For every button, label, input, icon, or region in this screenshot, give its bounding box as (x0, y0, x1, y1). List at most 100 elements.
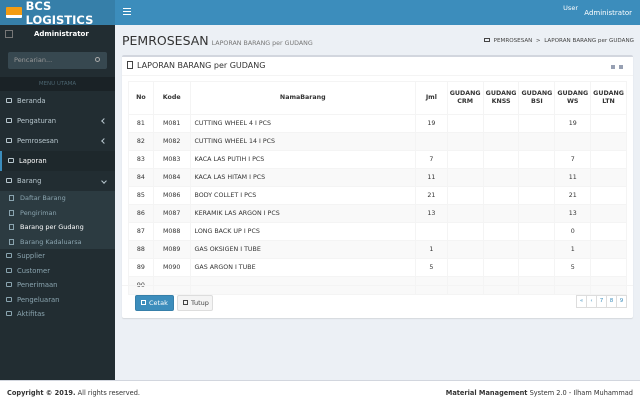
table-cell: 89 (128, 258, 154, 277)
submenu-item[interactable]: Pengiriman (0, 206, 115, 221)
menu-item[interactable]: Beranda (0, 91, 115, 111)
table-cell (446, 132, 484, 151)
table-cell (446, 168, 484, 187)
box-header: LAPORAN BARANG per GUDANG (122, 57, 633, 76)
table-cell: 7 (415, 150, 448, 169)
table-cell: 13 (554, 204, 592, 223)
table-cell: M086 (152, 186, 191, 205)
table-cell: 5 (554, 258, 592, 277)
breadcrumb-item[interactable]: PEMROSESAN (493, 38, 533, 44)
table-cell (518, 204, 556, 223)
table-cell (446, 186, 484, 205)
table-cell: KACA LAS PUTIH I PCS (189, 150, 417, 169)
search-icon (95, 57, 100, 62)
table-cell: 13 (415, 204, 448, 223)
menu-item[interactable]: Laporan (0, 151, 115, 171)
table-cell (590, 258, 627, 277)
menu-item[interactable]: Supplier (0, 249, 115, 264)
submenu-icon (9, 195, 14, 201)
column-header: NamaBarang (189, 81, 417, 115)
menu-label: Beranda (17, 97, 46, 105)
print-tool[interactable] (611, 65, 615, 69)
table-row: 85 M086 BODY COLLET I PCS 21 21 (128, 186, 627, 205)
menu-icon (6, 98, 12, 103)
remove-tool[interactable] (619, 65, 623, 69)
menu-header: MENU UTAMA (0, 77, 115, 91)
footer: Copyright © 2019. All rights reserved. M… (0, 380, 640, 406)
table-cell (482, 114, 520, 133)
table-cell (518, 222, 556, 241)
menu-item[interactable]: Penerimaan (0, 278, 115, 293)
column-header: GUDANG BSI (518, 81, 556, 115)
table-cell: 87 (128, 222, 154, 241)
table-row: 81 M081 CUTTING WHEEL 4 I PCS 19 19 (128, 114, 627, 133)
table-cell (446, 258, 484, 277)
table-cell: M087 (152, 204, 191, 223)
table-cell (518, 186, 556, 205)
page-link[interactable]: 9 (616, 295, 627, 308)
menu-label: Pengaturan (17, 117, 57, 125)
table-cell (482, 132, 520, 151)
table-cell: KACA LAS HITAM I PCS (189, 168, 417, 187)
table-cell: 85 (128, 186, 154, 205)
table-cell (554, 132, 592, 151)
column-header: GUDANG WS (554, 81, 592, 115)
column-header: GUDANG LTN (590, 81, 627, 115)
menu-chevron (101, 178, 107, 184)
submenu-item[interactable]: Barang Kadaluarsa (0, 235, 115, 250)
menu-item[interactable]: Aktifitas (0, 307, 115, 322)
close-button[interactable]: Tutup (177, 295, 213, 311)
user-image[interactable]: User (563, 4, 578, 12)
table-cell: CUTTING WHEEL 4 I PCS (189, 114, 417, 133)
menu-item[interactable]: Pengeluaran (0, 293, 115, 308)
user-name: Administrator (34, 30, 89, 38)
user-name[interactable]: Administrator (584, 9, 632, 17)
submenu-icon (9, 209, 14, 216)
app-name: Material Management (445, 389, 528, 397)
table-row: 88 M089 GAS OKSIGEN I TUBE 1 1 (128, 240, 627, 259)
submenu-icon (9, 224, 14, 230)
table-cell (590, 204, 627, 223)
box-footer: Cetak Tutup «‹ 7 8 9 (122, 285, 633, 320)
table-cell (590, 186, 627, 205)
menu-item[interactable]: Barang (0, 171, 115, 191)
table-cell: 11 (554, 168, 592, 187)
logo[interactable]: BCS LOGISTICS (0, 0, 115, 27)
pagination: «‹ 7 8 9 (576, 295, 627, 308)
print-button[interactable]: Cetak (135, 295, 174, 311)
menu-item[interactable]: Pengaturan (0, 111, 115, 131)
menu-chevron (101, 118, 107, 124)
column-header: Kode (152, 81, 191, 115)
table-cell (482, 168, 520, 187)
table-cell: 5 (415, 258, 448, 277)
table-cell (446, 150, 484, 169)
table-cell: LONG BACK UP I PCS (189, 222, 417, 241)
menu-icon (6, 178, 12, 183)
table-cell (590, 114, 627, 133)
page-title: PEMROSESAN (122, 33, 209, 48)
menu-item[interactable]: Pemrosesan (0, 131, 115, 151)
menu-label: Aktifitas (17, 310, 45, 318)
table-cell (518, 132, 556, 151)
table-cell (415, 222, 448, 241)
menu-chevron (101, 138, 107, 144)
sidebar-toggle[interactable] (123, 8, 131, 17)
breadcrumb-item: LAPORAN BARANG per GUDANG (544, 38, 634, 44)
menu-item[interactable]: Customer (0, 264, 115, 279)
table-row: 82 M082 CUTTING WHEEL 14 I PCS (128, 132, 627, 151)
submenu-label: Daftar Barang (20, 194, 66, 202)
menu-label: Customer (17, 266, 51, 275)
table-cell (446, 204, 484, 223)
button-label: Cetak (149, 299, 168, 307)
menu-icon (6, 282, 12, 287)
report-table: No Kode NamaBarang Jml GUDANG CRM GUDANG KNSS… (128, 81, 627, 295)
table-cell: M090 (152, 258, 191, 277)
search-box[interactable]: Pencarian... (8, 52, 107, 69)
menu-label: Supplier (17, 252, 46, 260)
button-label: Tutup (191, 299, 209, 307)
submenu-item[interactable]: Daftar Barang (0, 191, 115, 206)
table-cell: M084 (152, 168, 191, 187)
submenu-item[interactable]: Barang per Gudang (0, 220, 115, 235)
table-row: 89 M090 GAS ARGON I TUBE 5 5 (128, 258, 627, 277)
